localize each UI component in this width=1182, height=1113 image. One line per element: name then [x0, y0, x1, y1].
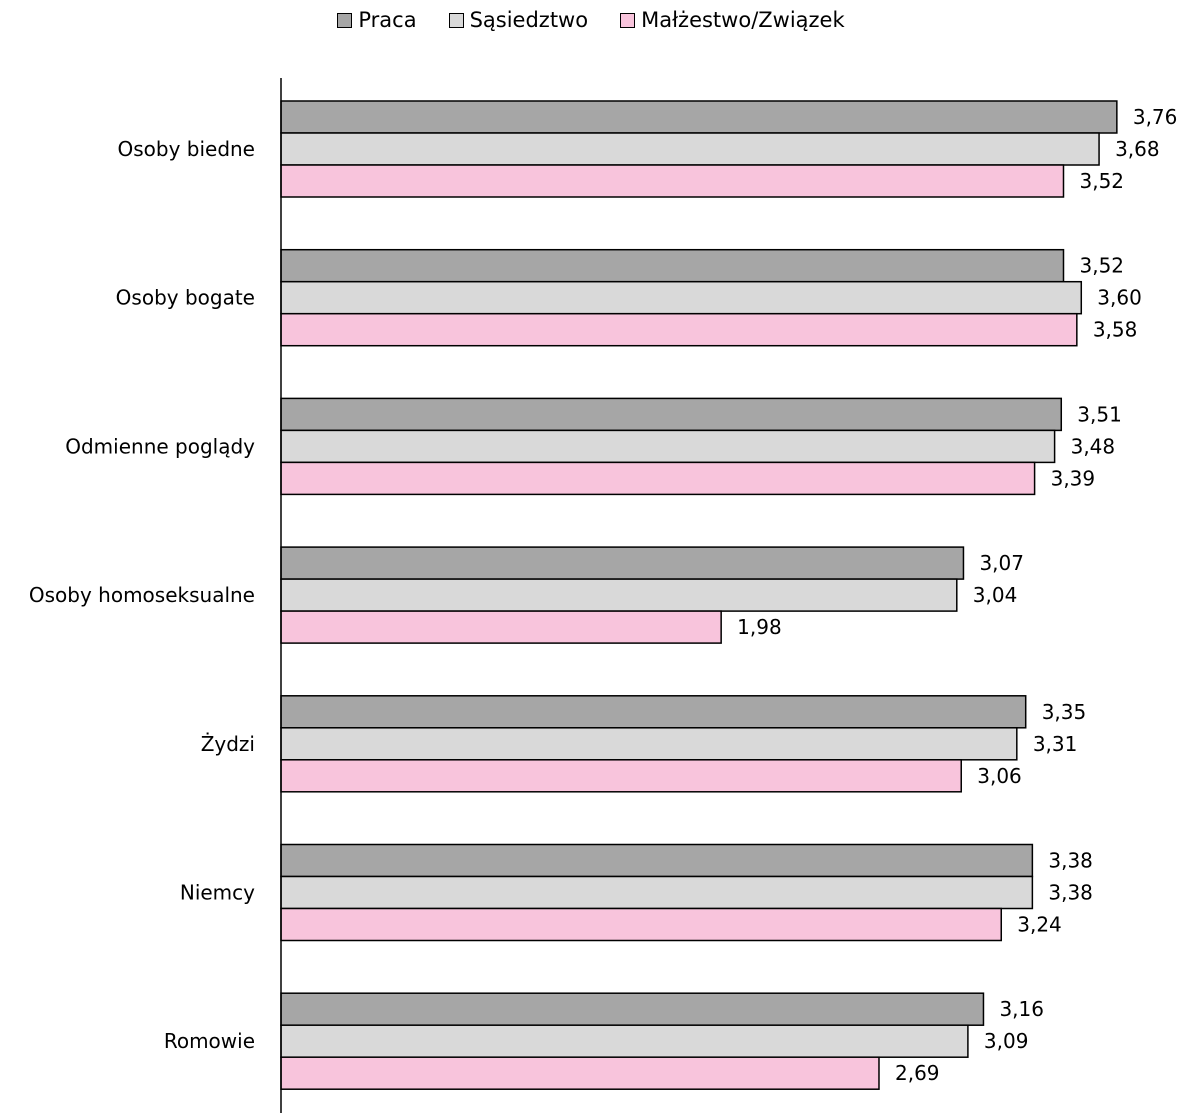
- data-label: 3,16: [999, 997, 1044, 1021]
- bar-sasiedztwo: [280, 280, 1083, 315]
- legend-label-sasiedztwo: Sąsiedztwo: [469, 8, 589, 32]
- category-label: Osoby biedne: [117, 137, 255, 161]
- legend-label-praca: Praca: [358, 8, 417, 32]
- data-label: 3,31: [1033, 732, 1078, 756]
- bar-malzenstwo: [280, 759, 962, 793]
- category-label: Odmienne poglądy: [65, 434, 255, 458]
- data-label: 3,48: [1071, 434, 1116, 458]
- bar-praca: [280, 100, 1118, 134]
- data-label: 2,69: [895, 1061, 940, 1085]
- bar-praca: [280, 248, 1065, 283]
- bar-malzenstwo: [280, 1056, 880, 1090]
- category-label: Niemcy: [180, 881, 255, 905]
- legend: Praca Sąsiedztwo Małżestwo/Związek: [0, 8, 1182, 32]
- data-label: 3,52: [1079, 169, 1124, 193]
- bar-praca: [280, 546, 965, 580]
- bar-praca: [280, 397, 1063, 432]
- data-label: 3,38: [1048, 881, 1093, 905]
- legend-item-praca: Praca: [337, 8, 417, 32]
- legend-label-malzenstwo: Małżestwo/Związek: [641, 8, 845, 32]
- bar-malzenstwo: [280, 461, 1036, 496]
- legend-swatch-malzenstwo: [620, 12, 636, 28]
- data-label: 3,51: [1077, 402, 1122, 426]
- data-label: 3,58: [1093, 318, 1138, 342]
- legend-item-sasiedztwo: Sąsiedztwo: [448, 8, 589, 32]
- data-label: 3,68: [1115, 137, 1160, 161]
- data-label: 3,39: [1051, 466, 1096, 490]
- bar-sasiedztwo: [280, 578, 958, 612]
- category-label: Osoby homoseksualne: [29, 583, 255, 607]
- bar-sasiedztwo: [280, 429, 1056, 464]
- bar-praca: [280, 695, 1027, 729]
- data-label: 3,07: [979, 551, 1024, 575]
- bar-praca: [280, 992, 985, 1026]
- data-label: 3,76: [1133, 105, 1178, 129]
- data-label: 3,24: [1017, 913, 1062, 937]
- bar-sasiedztwo: [280, 132, 1100, 166]
- bar-malzenstwo: [280, 312, 1078, 347]
- legend-swatch-sasiedztwo: [448, 12, 464, 28]
- bar-malzenstwo: [280, 164, 1065, 198]
- data-label: 3,04: [973, 583, 1018, 607]
- data-label: 3,06: [977, 764, 1022, 788]
- category-label: Żydzi: [201, 732, 255, 756]
- category-label: Osoby bogate: [116, 286, 255, 310]
- data-label: 3,52: [1079, 254, 1124, 278]
- data-label: 3,09: [984, 1029, 1029, 1053]
- category-label: Romowie: [164, 1029, 255, 1053]
- bar-malzenstwo: [280, 610, 722, 644]
- data-label: 3,35: [1042, 700, 1087, 724]
- data-label: 1,98: [737, 615, 782, 639]
- bar-sasiedztwo: [280, 875, 1034, 910]
- legend-swatch-praca: [337, 12, 353, 28]
- bar-praca: [280, 843, 1034, 878]
- bar-malzenstwo: [280, 907, 1003, 942]
- data-label: 3,60: [1097, 286, 1142, 310]
- data-label: 3,38: [1048, 849, 1093, 873]
- bar-sasiedztwo: [280, 727, 1018, 761]
- bar-sasiedztwo: [280, 1024, 969, 1058]
- legend-item-malzenstwo: Małżestwo/Związek: [620, 8, 845, 32]
